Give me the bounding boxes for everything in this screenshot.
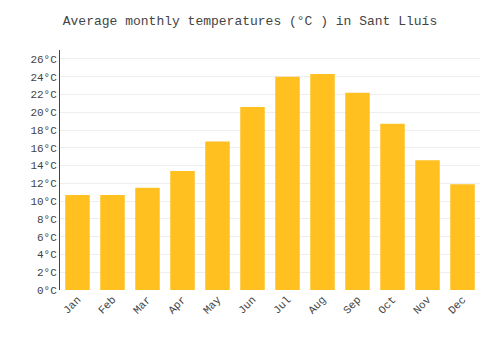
svg-text:Jun: Jun xyxy=(236,294,258,316)
svg-text:Dec: Dec xyxy=(446,294,468,316)
svg-text:Aug: Aug xyxy=(306,294,328,316)
svg-text:Jan: Jan xyxy=(61,294,83,316)
svg-text:14°C: 14°C xyxy=(30,160,57,172)
svg-text:2°C: 2°C xyxy=(37,267,57,279)
svg-text:22°C: 22°C xyxy=(30,89,57,101)
svg-text:16°C: 16°C xyxy=(30,143,57,155)
svg-text:6°C: 6°C xyxy=(37,232,57,244)
svg-text:26°C: 26°C xyxy=(30,54,57,66)
svg-text:May: May xyxy=(201,294,224,317)
svg-text:12°C: 12°C xyxy=(30,178,57,190)
svg-text:8°C: 8°C xyxy=(37,214,57,226)
svg-text:24°C: 24°C xyxy=(30,72,57,84)
svg-text:Average monthly temperatures (: Average monthly temperatures (°C ) in Sa… xyxy=(63,14,437,29)
svg-text:Jul: Jul xyxy=(271,294,293,316)
svg-text:10°C: 10°C xyxy=(30,196,57,208)
svg-text:Mar: Mar xyxy=(131,294,153,316)
svg-text:20°C: 20°C xyxy=(30,107,57,119)
svg-text:Sep: Sep xyxy=(341,294,363,316)
svg-text:0°C: 0°C xyxy=(37,285,57,297)
svg-text:Apr: Apr xyxy=(166,294,188,316)
svg-text:18°C: 18°C xyxy=(30,125,57,137)
svg-text:Oct: Oct xyxy=(376,294,398,316)
svg-text:Nov: Nov xyxy=(411,294,434,317)
svg-text:4°C: 4°C xyxy=(37,249,57,261)
svg-text:Feb: Feb xyxy=(96,294,118,316)
